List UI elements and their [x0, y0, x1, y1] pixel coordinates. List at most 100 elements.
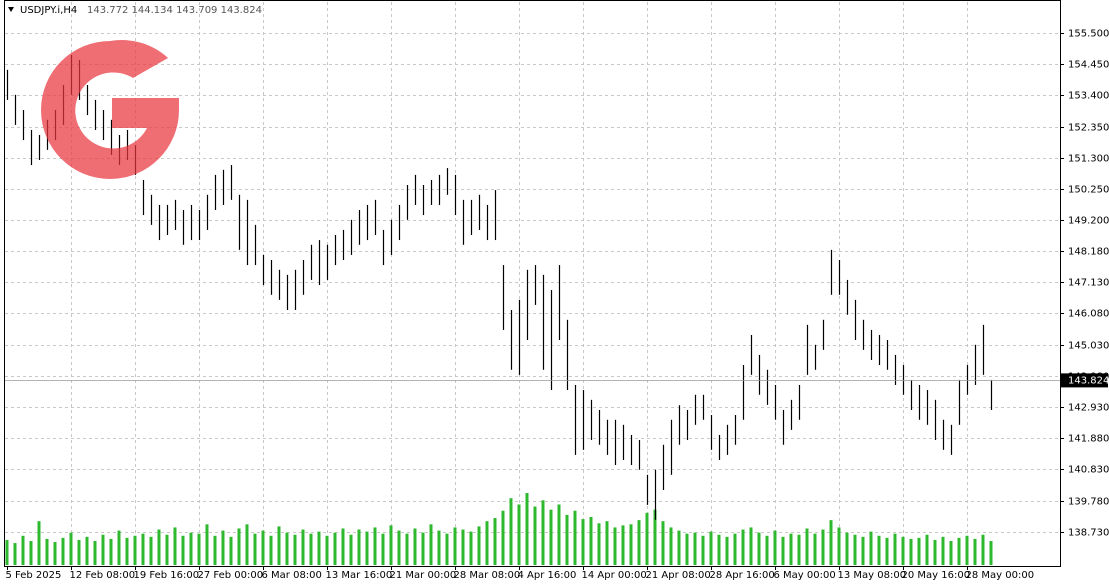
- volume-bar: [541, 500, 545, 565]
- volume-bar: [821, 529, 825, 565]
- y-tick-label: 152.350: [1068, 123, 1109, 134]
- volume-bar: [301, 529, 305, 565]
- volume-bar: [261, 530, 265, 565]
- volume-bar: [517, 504, 521, 565]
- x-tick-label: 14 Apr 00:00: [582, 570, 647, 581]
- volume-bar: [861, 536, 865, 565]
- volume-bar: [5, 539, 9, 565]
- y-tick-label: 140.830: [1068, 465, 1109, 476]
- volume-bar: [949, 541, 953, 565]
- volume-bar: [917, 537, 921, 565]
- y-tick-label: 149.200: [1068, 216, 1109, 227]
- volume-bar: [85, 536, 89, 565]
- x-tick-label: 28 Apr 16:00: [710, 570, 775, 581]
- volume-bar: [565, 514, 569, 565]
- volume-bar: [669, 527, 673, 565]
- symbol: USDJPY.i,H4: [20, 5, 77, 16]
- volume-bar: [461, 529, 465, 565]
- volume-bar: [37, 521, 41, 565]
- volume-bar: [45, 538, 49, 565]
- y-tick-label: 145.030: [1068, 341, 1109, 352]
- volume-bar: [885, 537, 889, 565]
- volume-bar: [893, 533, 897, 565]
- volume-bar: [621, 525, 625, 565]
- volume-bar: [877, 535, 881, 565]
- volume-bar: [653, 509, 657, 565]
- y-tick-label: 154.450: [1068, 60, 1109, 71]
- volume-bar: [645, 512, 649, 565]
- volume-bar: [133, 535, 137, 565]
- volume-bar: [637, 520, 641, 565]
- volume-bar: [501, 510, 505, 565]
- volume-bar: [397, 530, 401, 565]
- volume-bar: [405, 533, 409, 565]
- volume-bar: [677, 530, 681, 565]
- volume-bar: [981, 534, 985, 565]
- volume-bar: [157, 529, 161, 565]
- logo: [41, 40, 179, 179]
- volume-bar: [533, 506, 537, 565]
- volume-bar: [869, 531, 873, 565]
- x-tick-label: 28 May 00:00: [966, 570, 1035, 581]
- volume-bar: [317, 531, 321, 565]
- volume-bar: [117, 530, 121, 565]
- x-tick-label: 19 Feb 16:00: [134, 570, 200, 581]
- volume-bar: [717, 534, 721, 565]
- volume-bar: [213, 535, 217, 565]
- volume-bar: [813, 533, 817, 565]
- y-tick-label: 148.180: [1068, 247, 1109, 258]
- y-tick-label: 146.080: [1068, 309, 1109, 320]
- y-tick-label: 151.300: [1068, 154, 1109, 165]
- volume-bar: [269, 535, 273, 565]
- y-tick-label: 138.730: [1068, 528, 1109, 539]
- x-tick-label: 5 Feb 2025: [6, 570, 62, 581]
- volume-bar: [933, 539, 937, 565]
- volume-bar: [69, 532, 73, 565]
- volume-bar: [941, 536, 945, 565]
- last-price-box: [1060, 373, 1108, 388]
- y-tick-label: 139.780: [1068, 497, 1109, 508]
- volume-bar: [373, 527, 377, 565]
- symbol-arrow: [8, 7, 14, 12]
- volume-bar: [573, 510, 577, 565]
- volume-bar: [925, 534, 929, 565]
- volume-bar: [693, 532, 697, 565]
- volume-bar: [581, 519, 585, 565]
- volume-bar: [597, 523, 601, 565]
- volume-bar: [29, 541, 33, 565]
- volume-bar: [93, 541, 97, 565]
- y-tick-label: 153.400: [1068, 91, 1109, 102]
- volume-bar: [733, 533, 737, 565]
- volume-bar: [53, 542, 57, 565]
- volume-bar: [757, 532, 761, 565]
- quote: 143.772 144.134 143.709 143.824: [87, 5, 262, 16]
- volume-bar: [229, 536, 233, 565]
- volume-bar: [837, 527, 841, 565]
- volume-bar: [845, 532, 849, 565]
- x-tick-label: 4 Apr 16:00: [518, 570, 577, 581]
- volume-bar: [853, 534, 857, 565]
- volume-bar: [429, 524, 433, 565]
- y-tick-label: 155.500: [1068, 29, 1109, 40]
- volume-bar: [509, 498, 513, 565]
- x-tick-label: 28 Mar 08:00: [454, 570, 521, 581]
- volume-bar: [901, 536, 905, 565]
- volume-bar: [549, 509, 553, 565]
- volume-bar: [421, 532, 425, 565]
- x-tick-label: 6 Mar 08:00: [262, 570, 322, 581]
- volume-bar: [725, 536, 729, 565]
- volume-bar: [765, 535, 769, 565]
- volume-bar: [709, 531, 713, 565]
- volume-bar: [685, 533, 689, 565]
- volume-bar: [125, 537, 129, 565]
- volume-bar: [189, 532, 193, 565]
- volume-bar: [525, 493, 529, 565]
- volume-bar: [453, 527, 457, 565]
- volume-bar: [437, 530, 441, 565]
- volume-bar: [701, 535, 705, 565]
- volume-bar: [333, 532, 337, 565]
- volume-bar: [253, 533, 257, 565]
- volume-bar: [789, 533, 793, 565]
- x-tick-label: 6 May 00:00: [774, 570, 836, 581]
